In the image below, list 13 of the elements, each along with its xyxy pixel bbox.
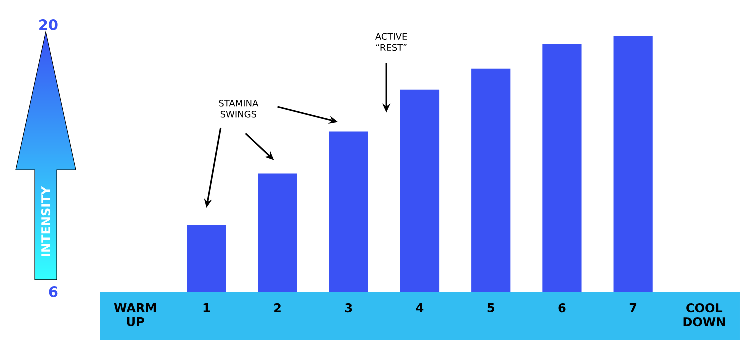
x-tick-label: 2 (274, 304, 281, 312)
x-tick-label: 4 (416, 304, 424, 312)
y-axis-title: INTENSITY (41, 186, 51, 256)
annotation: STAMINA SWINGS (219, 100, 259, 118)
x-tick-label: WARM UP (114, 304, 156, 326)
x-tick-label: 6 (558, 304, 566, 313)
y-tick-label: 20 (40, 20, 58, 30)
x-tick-label: COOL DOWN (684, 304, 726, 327)
x-tick-label: 1 (204, 304, 210, 312)
x-tick-label: 3 (346, 304, 352, 313)
x-tick-label: 7 (630, 304, 637, 312)
x-tick-label: 5 (488, 304, 494, 312)
annotation: ACTIVE “REST” (375, 33, 408, 52)
